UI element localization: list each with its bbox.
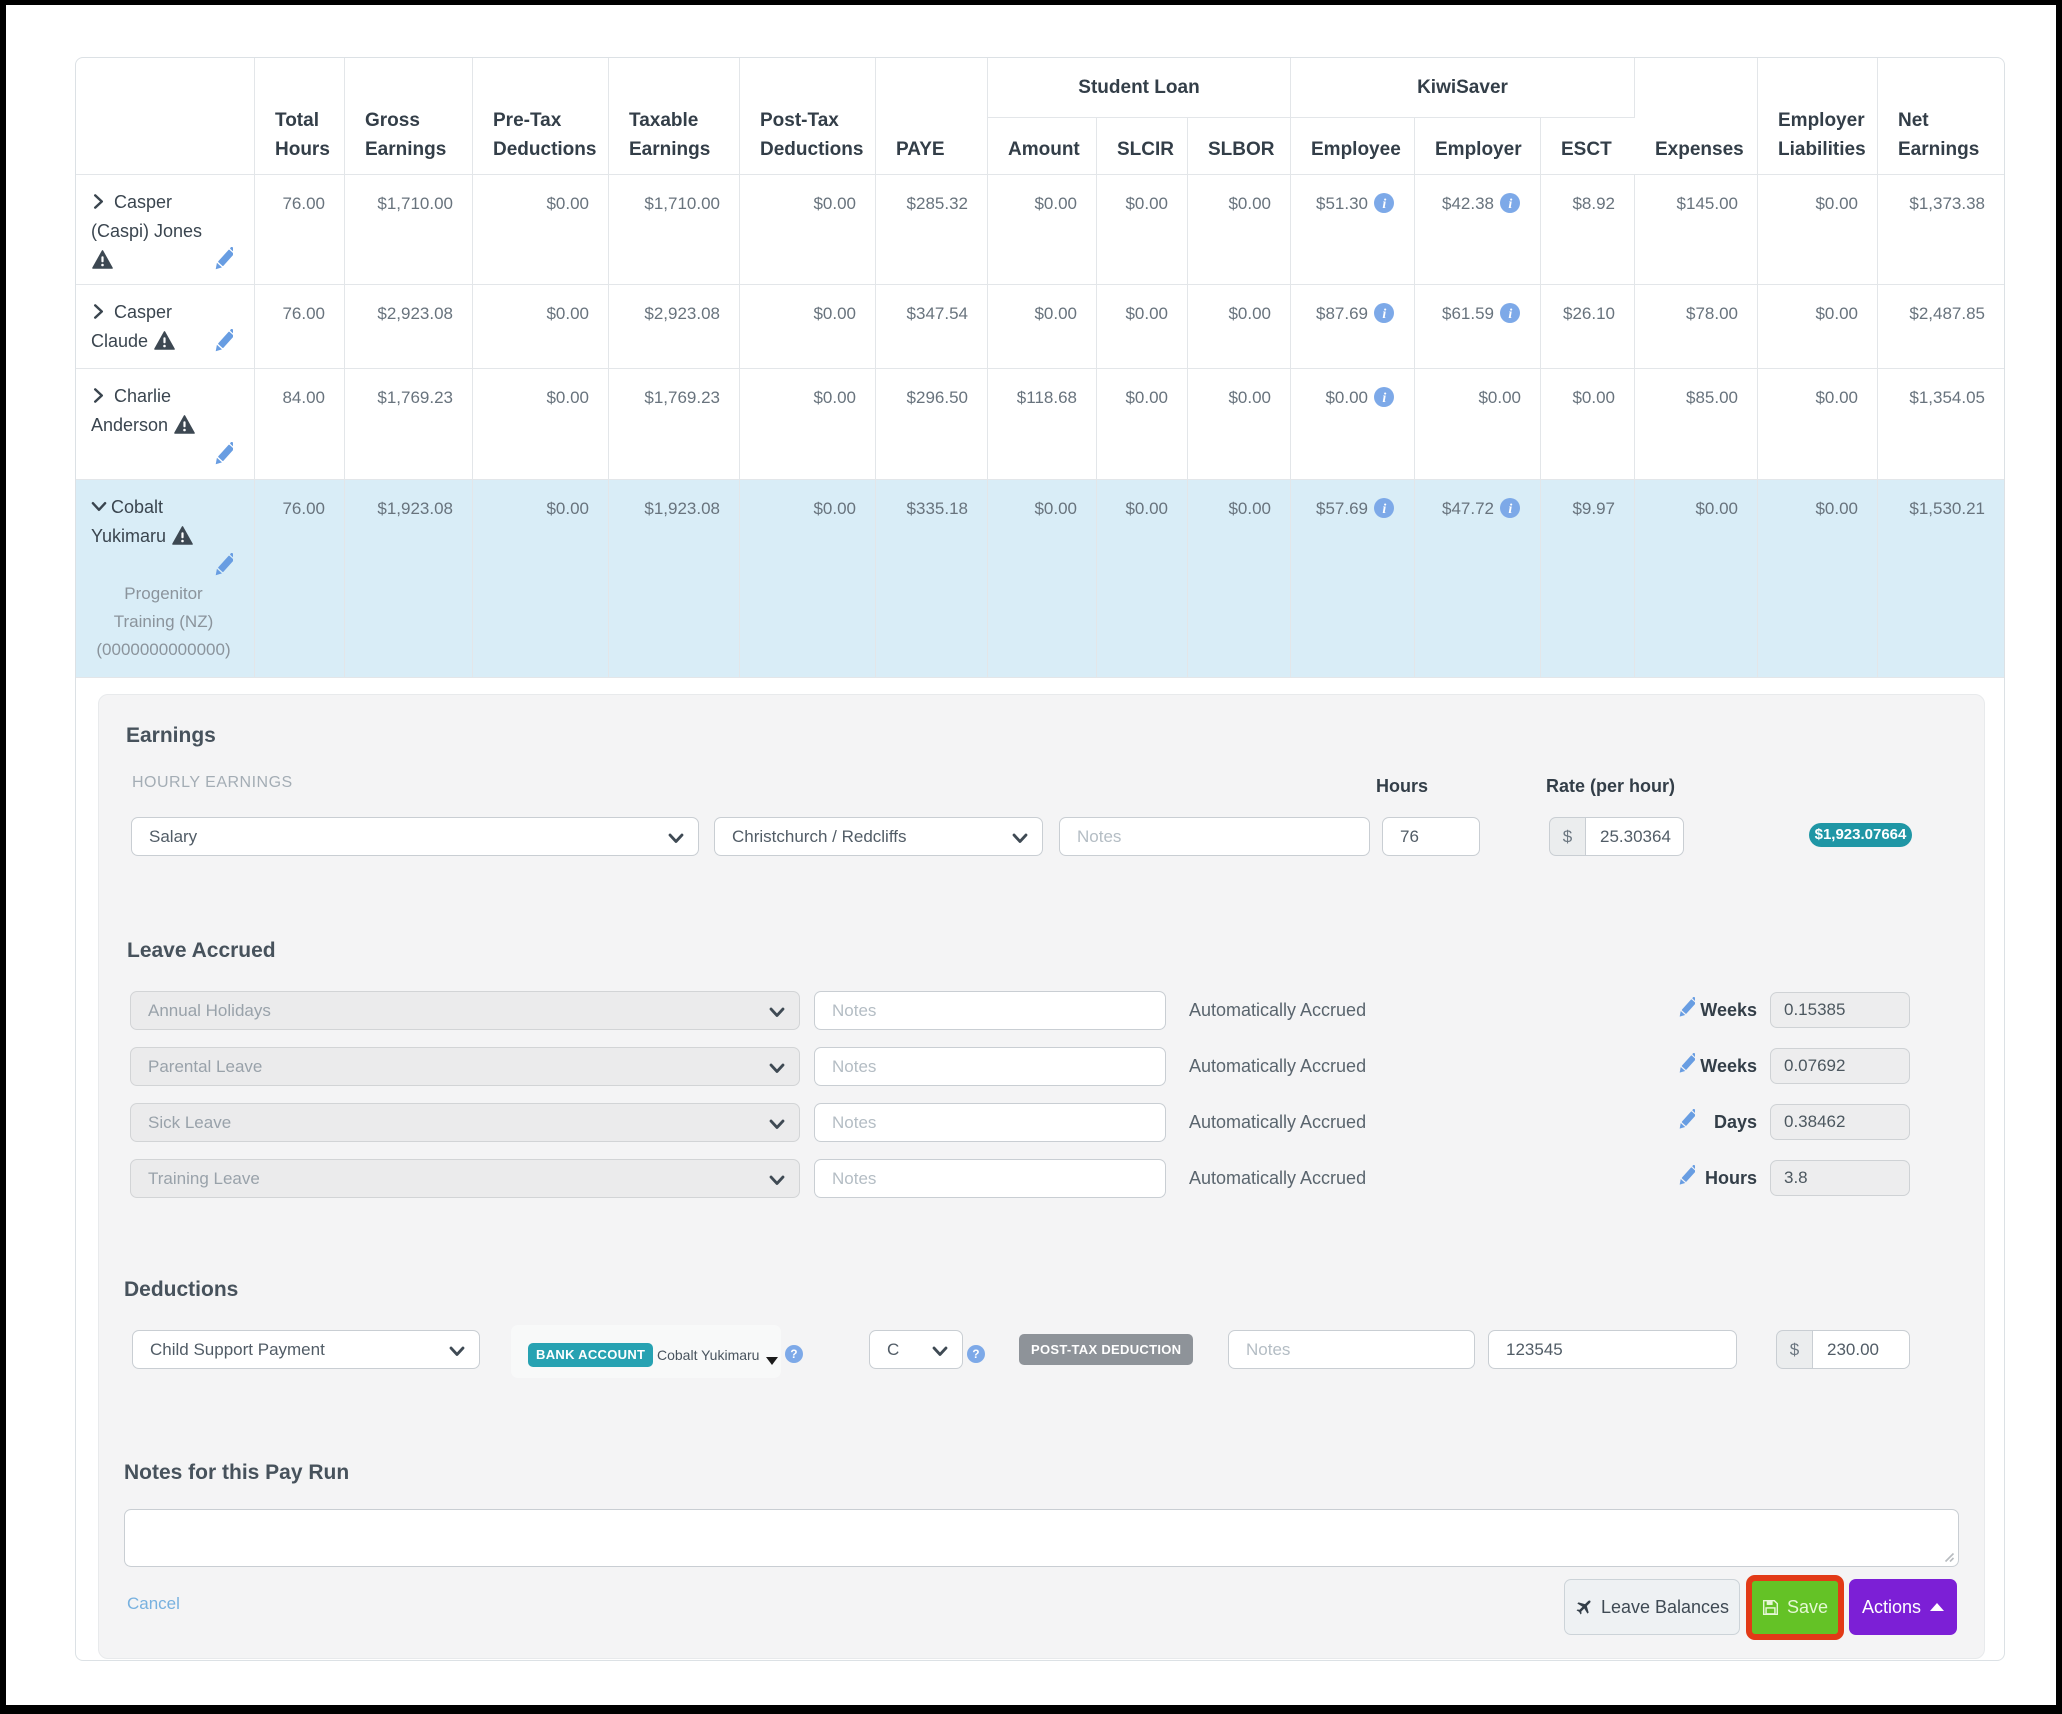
svg-text:i: i xyxy=(1508,197,1512,212)
svg-text:i: i xyxy=(1382,502,1386,517)
svg-text:i: i xyxy=(1382,307,1386,322)
svg-text:?: ? xyxy=(790,1348,797,1361)
svg-text:i: i xyxy=(1508,502,1512,517)
svg-text:?: ? xyxy=(972,1348,979,1361)
svg-text:i: i xyxy=(1508,307,1512,322)
svg-text:i: i xyxy=(1382,391,1386,406)
svg-text:i: i xyxy=(1382,197,1386,212)
